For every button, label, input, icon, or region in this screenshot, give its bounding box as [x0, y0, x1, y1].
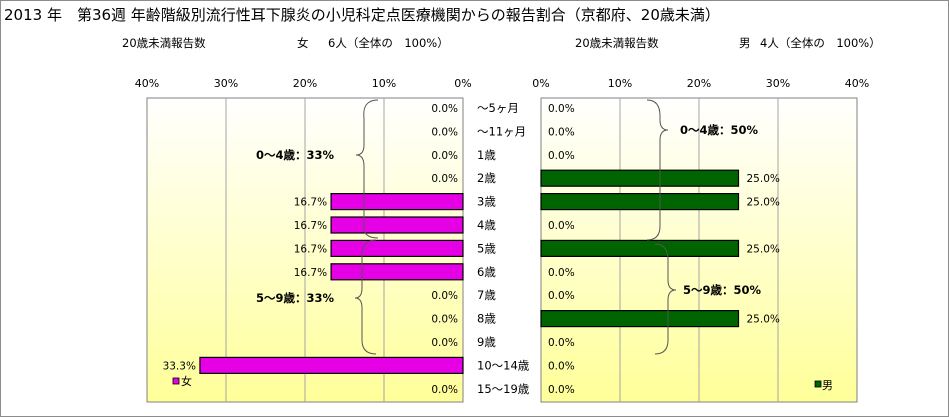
male-count-info: 4人（全体の 100%） — [760, 36, 881, 50]
female-count-info: 6人（全体の 100%） — [328, 36, 449, 50]
female-value-label: 0.0% — [431, 173, 458, 185]
female-tick-label: 40% — [135, 77, 159, 90]
female-value-label: 16.7% — [294, 197, 327, 209]
male-brace-5-9 — [654, 243, 677, 355]
male-tick-label: 20% — [687, 77, 711, 90]
female-value-label: 33.3% — [163, 360, 196, 372]
male-bar — [540, 310, 740, 328]
female-brace-5-9 — [354, 239, 377, 355]
male-tick-label: 40% — [845, 77, 869, 90]
age-category-label: ～11ヶ月 — [477, 124, 526, 138]
male-value-label: 0.0% — [548, 290, 575, 302]
female-brace-0-4 — [355, 99, 379, 239]
age-category-label: 10～14歳 — [477, 358, 530, 372]
chart-title: 2013 年 第36週 年齢階級別流行性耳下腺炎の小児科定点医療機関からの報告割… — [4, 6, 720, 24]
male-value-label: 0.0% — [548, 337, 575, 349]
male-value-label: 0.0% — [548, 360, 575, 372]
female-bar — [330, 263, 464, 281]
male-value-label: 25.0% — [747, 314, 780, 326]
female-value-label: 0.0% — [431, 126, 458, 138]
female-annotation-5-9: 5～9歳：33% — [256, 291, 335, 305]
male-value-label: 25.0% — [747, 243, 780, 255]
female-value-label: 0.0% — [431, 384, 458, 396]
male-brace-0-4 — [646, 99, 669, 241]
female-value-label: 0.0% — [431, 290, 458, 302]
female-bar — [330, 239, 464, 257]
male-annotation-5-9: 5～9歳：50% — [683, 283, 762, 297]
male-bar — [540, 239, 740, 257]
female-value-label: 16.7% — [294, 267, 327, 279]
female-value-label: 0.0% — [431, 314, 458, 326]
male-legend-label: 男 — [822, 379, 833, 392]
male-legend-swatch — [814, 380, 822, 388]
female-count-label: 20歳未満報告数 — [122, 36, 206, 50]
male-value-label: 25.0% — [747, 173, 780, 185]
male-value-label: 0.0% — [548, 126, 575, 138]
age-category-label: 8歳 — [477, 312, 496, 326]
male-sex-label: 男 — [739, 36, 751, 50]
male-value-label: 0.0% — [548, 150, 575, 162]
female-legend-swatch — [172, 377, 180, 385]
male-value-label: 0.0% — [548, 220, 575, 232]
male-tick-label: 0% — [532, 77, 549, 90]
female-tick-label: 0% — [454, 77, 471, 90]
male-value-label: 0.0% — [548, 103, 575, 115]
female-value-label: 0.0% — [431, 103, 458, 115]
age-category-label: 1歳 — [477, 148, 496, 162]
age-category-label: 7歳 — [477, 288, 496, 302]
male-tick-label: 30% — [766, 77, 790, 90]
female-tick-label: 20% — [293, 77, 317, 90]
age-category-label: 6歳 — [477, 265, 496, 279]
female-value-label: 0.0% — [431, 150, 458, 162]
male-value-label: 0.0% — [548, 384, 575, 396]
age-category-label: ～5ヶ月 — [477, 101, 519, 115]
female-legend-label: 女 — [181, 374, 192, 388]
age-category-label: 3歳 — [477, 195, 496, 209]
male-bar — [540, 169, 740, 187]
female-tick-label: 10% — [372, 77, 396, 90]
age-category-label: 4歳 — [477, 218, 496, 232]
male-bar — [540, 193, 740, 211]
male-tick-label: 10% — [608, 77, 632, 90]
male-value-label: 25.0% — [747, 197, 780, 209]
age-category-label: 2歳 — [477, 171, 496, 185]
age-category-label: 9歳 — [477, 335, 496, 349]
male-value-label: 0.0% — [548, 267, 575, 279]
female-value-label: 16.7% — [294, 220, 327, 232]
female-tick-label: 30% — [214, 77, 238, 90]
female-value-label: 16.7% — [294, 243, 327, 255]
male-annotation-0-4: 0～4歳：50% — [680, 123, 759, 137]
age-category-label: 15～19歳 — [477, 382, 530, 396]
female-annotation-0-4: 0～4歳：33% — [256, 148, 335, 162]
female-value-label: 0.0% — [431, 337, 458, 349]
female-sex-label: 女 — [297, 36, 309, 50]
age-category-label: 5歳 — [477, 241, 496, 255]
female-bar — [330, 193, 464, 211]
female-bar — [330, 216, 464, 234]
male-count-label: 20歳未満報告数 — [575, 36, 659, 50]
female-bar — [199, 356, 464, 374]
